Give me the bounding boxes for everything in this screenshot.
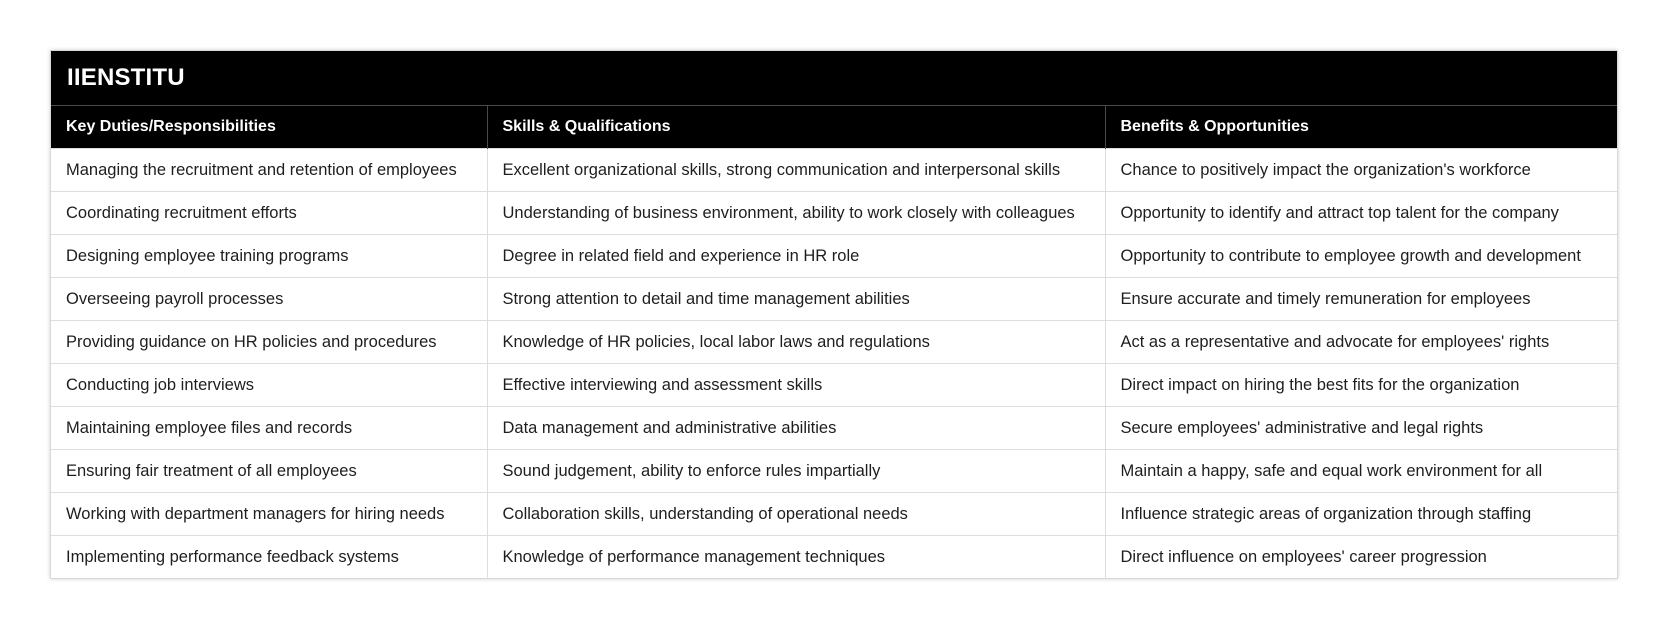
table-row: Designing employee training programs Deg…	[51, 234, 1617, 278]
table-cell: Direct impact on hiring the best fits fo…	[1104, 363, 1617, 407]
table-cell: Collaboration skills, understanding of o…	[486, 492, 1105, 536]
table-row: Overseeing payroll processes Strong atte…	[51, 277, 1617, 321]
table-cell: Designing employee training programs	[51, 234, 487, 278]
table-cell: Influence strategic areas of organizatio…	[1104, 492, 1617, 536]
column-header-skills: Skills & Qualifications	[486, 105, 1105, 149]
table-cell: Knowledge of performance management tech…	[486, 535, 1105, 578]
table-cell: Sound judgement, ability to enforce rule…	[486, 449, 1105, 493]
table-cell: Data management and administrative abili…	[486, 406, 1105, 450]
table-cell: Implementing performance feedback system…	[51, 535, 487, 578]
table-cell: Direct influence on employees' career pr…	[1104, 535, 1617, 578]
table-cell: Effective interviewing and assessment sk…	[486, 363, 1105, 407]
table-row: Ensuring fair treatment of all employees…	[51, 449, 1617, 493]
table-cell: Providing guidance on HR policies and pr…	[51, 320, 487, 364]
column-header-benefits: Benefits & Opportunities	[1104, 105, 1617, 149]
brand-title: IIENSTITU	[51, 51, 1617, 105]
table-cell: Opportunity to identify and attract top …	[1104, 191, 1617, 235]
table-cell: Strong attention to detail and time mana…	[486, 277, 1105, 321]
table-row: Conducting job interviews Effective inte…	[51, 363, 1617, 407]
duties-table: Key Duties/Responsibilities Skills & Qua…	[51, 105, 1617, 578]
table-row: Managing the recruitment and retention o…	[51, 148, 1617, 192]
table-cell: Overseeing payroll processes	[51, 277, 487, 321]
table-cell: Working with department managers for hir…	[51, 492, 487, 536]
column-header-duties: Key Duties/Responsibilities	[51, 105, 487, 149]
table-header-row: Key Duties/Responsibilities Skills & Qua…	[51, 105, 1617, 149]
table-card: IIENSTITU Key Duties/Responsibilities Sk…	[50, 50, 1618, 579]
table-row: Maintaining employee files and records D…	[51, 406, 1617, 450]
table-cell: Managing the recruitment and retention o…	[51, 148, 487, 192]
table-row: Implementing performance feedback system…	[51, 535, 1617, 578]
table-row: Working with department managers for hir…	[51, 492, 1617, 536]
table-cell: Secure employees' administrative and leg…	[1104, 406, 1617, 450]
table-cell: Coordinating recruitment efforts	[51, 191, 487, 235]
table-cell: Ensure accurate and timely remuneration …	[1104, 277, 1617, 321]
table-cell: Maintaining employee files and records	[51, 406, 487, 450]
table-cell: Conducting job interviews	[51, 363, 487, 407]
table-row: Coordinating recruitment efforts Underst…	[51, 191, 1617, 235]
table-row: Providing guidance on HR policies and pr…	[51, 320, 1617, 364]
table-cell: Ensuring fair treatment of all employees	[51, 449, 487, 493]
table-cell: Chance to positively impact the organiza…	[1104, 148, 1617, 192]
table-cell: Knowledge of HR policies, local labor la…	[486, 320, 1105, 364]
table-cell: Degree in related field and experience i…	[486, 234, 1105, 278]
table-cell: Act as a representative and advocate for…	[1104, 320, 1617, 364]
table-cell: Maintain a happy, safe and equal work en…	[1104, 449, 1617, 493]
table-cell: Excellent organizational skills, strong …	[486, 148, 1105, 192]
table-cell: Understanding of business environment, a…	[486, 191, 1105, 235]
table-cell: Opportunity to contribute to employee gr…	[1104, 234, 1617, 278]
